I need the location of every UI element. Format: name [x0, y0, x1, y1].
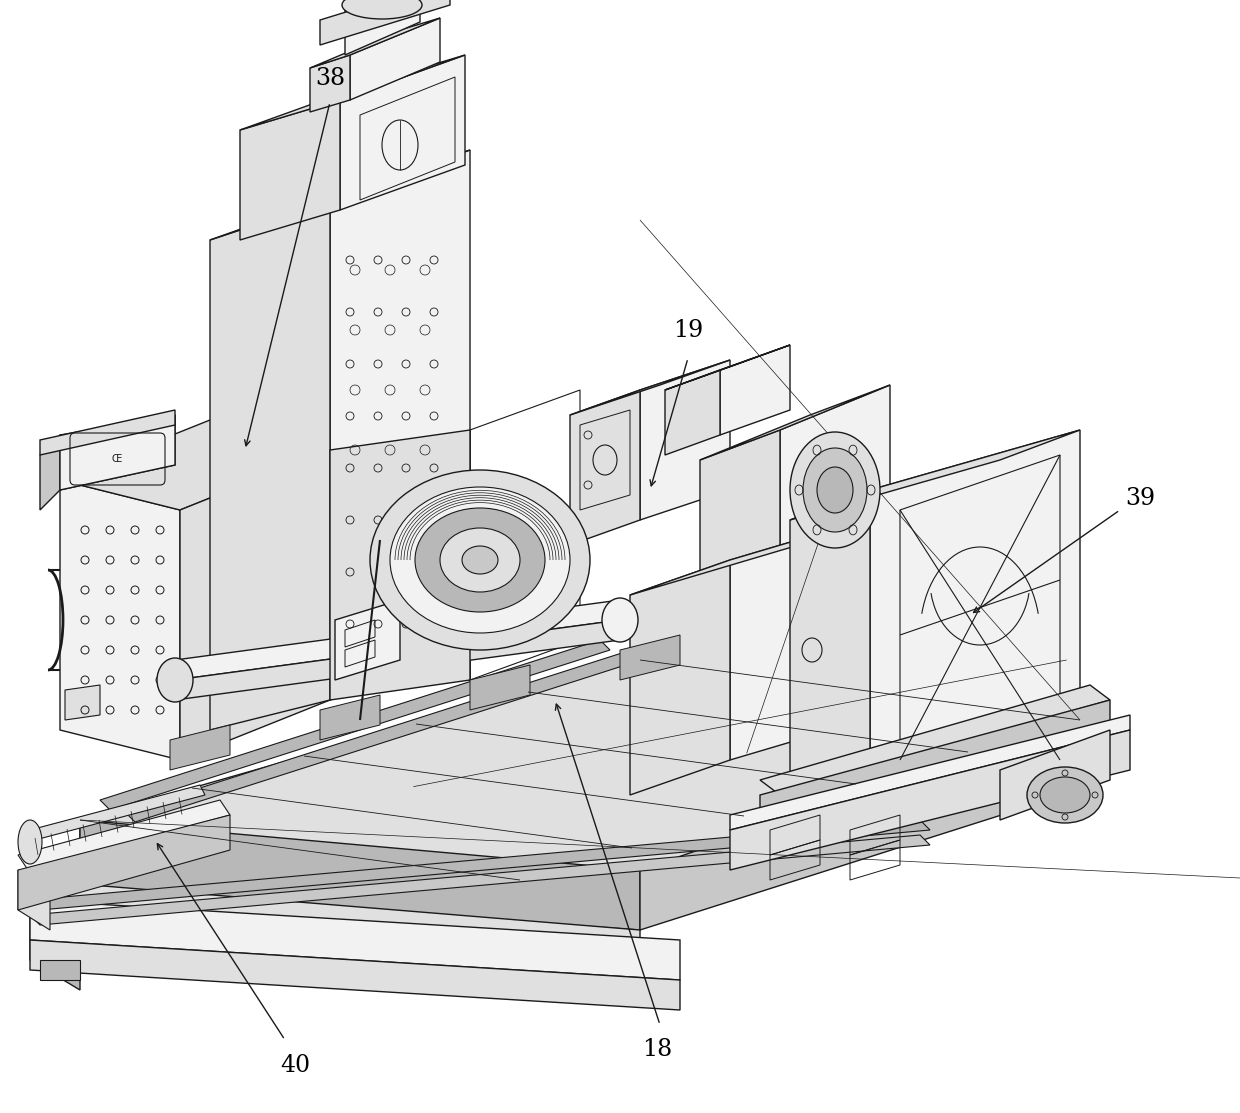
Ellipse shape [1027, 767, 1104, 823]
Ellipse shape [391, 487, 570, 633]
Polygon shape [665, 370, 720, 455]
Polygon shape [350, 18, 440, 100]
Polygon shape [175, 620, 620, 700]
Polygon shape [730, 715, 1130, 830]
Ellipse shape [415, 508, 546, 612]
Polygon shape [730, 480, 999, 760]
Polygon shape [19, 800, 229, 870]
Text: 38: 38 [315, 67, 345, 89]
Polygon shape [30, 940, 680, 1009]
Polygon shape [19, 870, 50, 930]
Text: 19: 19 [673, 318, 703, 342]
Text: 18: 18 [642, 1038, 672, 1062]
Polygon shape [40, 410, 175, 455]
Polygon shape [81, 660, 1080, 880]
Polygon shape [310, 18, 440, 68]
Polygon shape [330, 150, 470, 700]
Polygon shape [620, 636, 680, 680]
Polygon shape [345, 0, 420, 55]
Polygon shape [210, 150, 470, 240]
Polygon shape [335, 600, 401, 680]
Polygon shape [720, 345, 790, 435]
Polygon shape [60, 420, 330, 510]
Polygon shape [340, 55, 465, 210]
Ellipse shape [790, 432, 880, 548]
Polygon shape [630, 480, 999, 595]
Ellipse shape [157, 658, 193, 702]
Polygon shape [640, 359, 730, 520]
Polygon shape [310, 55, 350, 112]
Ellipse shape [370, 470, 590, 650]
Polygon shape [40, 435, 60, 510]
Polygon shape [320, 695, 379, 740]
Polygon shape [870, 430, 1080, 790]
Polygon shape [64, 684, 100, 720]
Polygon shape [630, 560, 730, 795]
Polygon shape [30, 900, 680, 981]
Polygon shape [241, 100, 340, 240]
Polygon shape [30, 880, 640, 961]
Polygon shape [81, 820, 640, 930]
Polygon shape [175, 600, 620, 680]
Polygon shape [701, 385, 890, 460]
Polygon shape [999, 730, 1110, 820]
Polygon shape [760, 684, 1110, 795]
Polygon shape [125, 652, 635, 823]
Polygon shape [760, 700, 1110, 840]
Polygon shape [330, 430, 470, 700]
Polygon shape [30, 820, 930, 910]
Ellipse shape [463, 546, 498, 574]
Polygon shape [241, 55, 465, 130]
Polygon shape [40, 961, 81, 981]
Polygon shape [30, 910, 81, 989]
Polygon shape [170, 725, 229, 770]
Polygon shape [81, 820, 120, 920]
Polygon shape [790, 490, 870, 820]
Ellipse shape [19, 820, 42, 864]
Polygon shape [665, 345, 790, 390]
Polygon shape [30, 785, 205, 840]
Polygon shape [100, 640, 610, 810]
Ellipse shape [601, 598, 639, 642]
Polygon shape [60, 480, 180, 760]
Ellipse shape [804, 449, 867, 532]
Ellipse shape [1040, 777, 1090, 812]
Polygon shape [790, 430, 1080, 520]
Polygon shape [570, 359, 730, 415]
Polygon shape [30, 810, 205, 865]
Text: Œ: Œ [112, 454, 123, 464]
Polygon shape [780, 385, 890, 580]
Polygon shape [701, 430, 780, 610]
Polygon shape [180, 450, 330, 760]
Text: 40: 40 [280, 1054, 310, 1076]
Polygon shape [60, 415, 175, 490]
Ellipse shape [440, 528, 520, 592]
Polygon shape [210, 200, 330, 730]
Polygon shape [470, 664, 529, 710]
Text: 39: 39 [1125, 486, 1156, 510]
Polygon shape [570, 390, 640, 545]
Polygon shape [730, 730, 1130, 870]
Polygon shape [320, 0, 450, 45]
Polygon shape [19, 815, 229, 910]
Polygon shape [379, 470, 470, 680]
Polygon shape [640, 720, 1080, 930]
Ellipse shape [342, 0, 422, 19]
Polygon shape [30, 835, 930, 925]
Ellipse shape [817, 467, 853, 513]
Polygon shape [60, 415, 175, 490]
